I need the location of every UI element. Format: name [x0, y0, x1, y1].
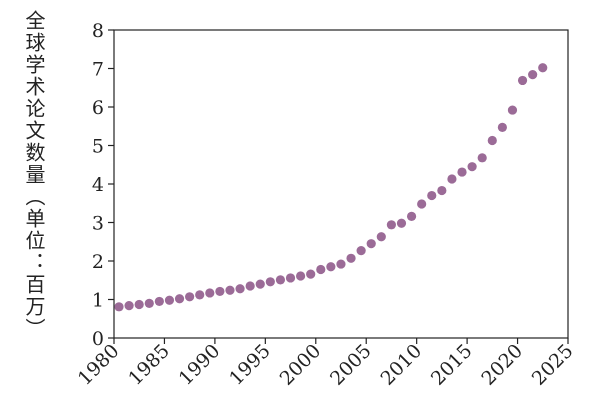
point — [406, 211, 417, 221]
point — [467, 162, 477, 172]
point — [306, 269, 316, 279]
point — [326, 262, 336, 272]
point — [245, 281, 255, 291]
point — [336, 259, 346, 269]
y-tick-label: 0 — [92, 328, 104, 350]
point — [296, 271, 306, 281]
x-tick-label: 2005 — [326, 340, 376, 390]
point — [346, 253, 356, 263]
point — [538, 63, 548, 73]
point — [417, 199, 427, 209]
point — [174, 294, 185, 304]
point — [386, 220, 396, 230]
y-axis-label: 全球学术论文数量（单位：百万） — [22, 10, 46, 340]
point — [437, 185, 447, 196]
x-tick-label: 2015 — [427, 340, 477, 390]
y-tick-label: 1 — [92, 290, 104, 312]
y-tick-label: 2 — [92, 251, 104, 273]
y-tick-label: 3 — [92, 213, 104, 235]
point — [215, 286, 225, 297]
y-tick-label: 4 — [92, 174, 104, 196]
point — [366, 239, 376, 249]
point — [124, 301, 134, 311]
point — [154, 296, 164, 307]
point — [316, 264, 326, 275]
point — [144, 298, 154, 308]
point — [477, 153, 487, 163]
y-tick-label: 8 — [92, 20, 104, 42]
x-tick-label: 2025 — [528, 340, 578, 390]
x-tick-label: 1990 — [175, 340, 225, 390]
point — [457, 167, 467, 177]
point — [205, 288, 215, 298]
point — [517, 75, 528, 86]
x-tick-label: 1995 — [225, 340, 275, 390]
x-tick-label: 2000 — [276, 340, 326, 390]
x-tick-label: 2020 — [477, 340, 527, 390]
point — [447, 174, 457, 184]
point — [225, 285, 235, 295]
point — [285, 273, 296, 283]
point — [507, 105, 518, 115]
point — [497, 122, 507, 133]
point — [528, 70, 538, 80]
point — [487, 135, 497, 146]
point — [356, 246, 366, 256]
point — [275, 275, 286, 285]
point — [195, 290, 205, 300]
x-tick-label: 1985 — [124, 340, 174, 390]
point — [427, 190, 437, 201]
point — [396, 218, 407, 228]
point — [255, 279, 265, 289]
point — [164, 295, 175, 305]
point — [235, 284, 245, 294]
point — [134, 299, 144, 310]
point — [185, 292, 195, 302]
plot-frame — [113, 29, 569, 339]
x-tick-label: 2010 — [376, 340, 426, 390]
point — [265, 277, 275, 287]
y-tick-label: 6 — [92, 97, 104, 119]
point — [376, 232, 386, 242]
point — [114, 302, 124, 312]
y-tick-label: 7 — [92, 59, 104, 81]
y-tick-label: 5 — [92, 136, 104, 158]
